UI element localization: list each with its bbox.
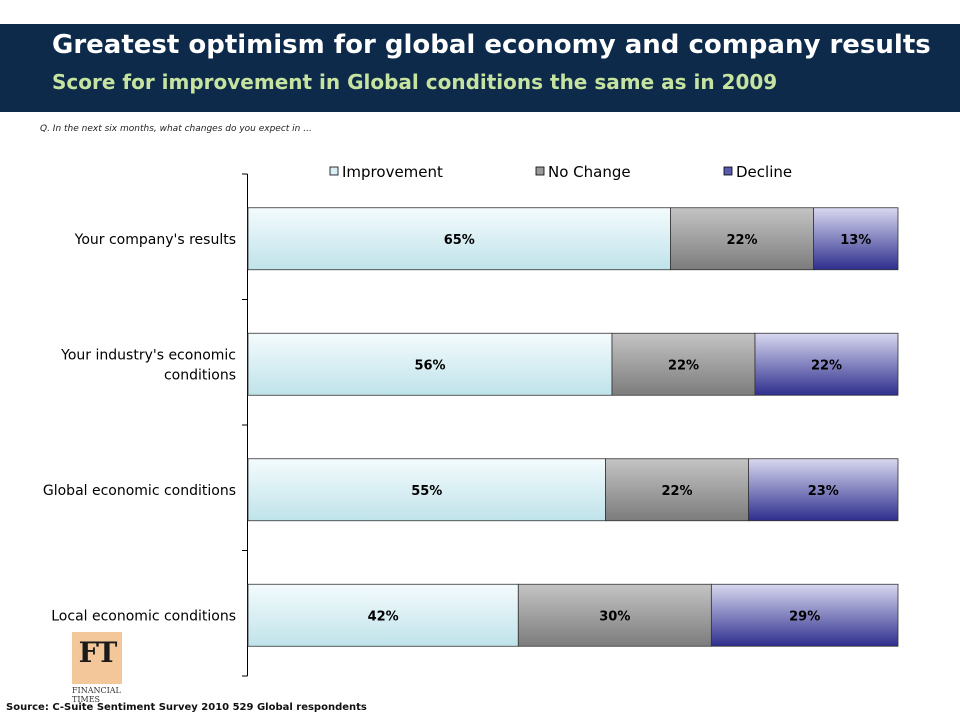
data-label: 65% [444, 233, 475, 248]
stacked-bar-chart: Improvement No Change Decline Your company'… [43, 163, 899, 677]
ft-logo: FT [72, 632, 122, 684]
bar-segment [813, 207, 899, 271]
data-label: 22% [668, 358, 699, 373]
legend-label-2: Decline [736, 163, 792, 181]
bar-segment [611, 332, 756, 396]
data-label: 22% [726, 233, 757, 248]
data-label: 23% [808, 484, 839, 499]
ft-logo-letters: FT [78, 636, 118, 669]
bar-segment [517, 583, 712, 647]
bar-segment [710, 583, 899, 647]
legend-label-1: No Change [548, 163, 631, 181]
data-label: 22% [661, 484, 692, 499]
survey-question: Q. In the next six months, what changes … [40, 124, 312, 134]
page-title: Greatest optimism for global economy and… [52, 30, 931, 60]
data-label: 13% [840, 233, 871, 248]
category-label: Your industry's economic conditions [60, 347, 236, 383]
ft-logo-line1: FINANCIAL [72, 686, 121, 695]
page-subtitle: Score for improvement in Global conditio… [52, 70, 778, 94]
data-label: 30% [599, 609, 630, 624]
data-label: 22% [811, 358, 842, 373]
data-label: 29% [789, 609, 820, 624]
bar-segment [247, 583, 519, 647]
source-note: Source: C-Suite Sentiment Survey 2010 52… [6, 702, 367, 713]
legend-swatch-0 [329, 166, 339, 176]
data-label: 42% [368, 609, 399, 624]
title-banner: Greatest optimism for global economy and… [0, 24, 960, 112]
legend-swatch-2 [723, 166, 733, 176]
bar-segment [247, 207, 671, 271]
legend-label-0: Improvement [342, 163, 443, 181]
category-label: Global economic conditions [43, 483, 236, 499]
bar-segment [247, 458, 606, 522]
bar-segment [605, 458, 749, 522]
ft-logo-line2: TIMES [72, 695, 101, 704]
bar-segment [247, 332, 613, 396]
data-label: 55% [411, 484, 442, 499]
category-label: Local economic conditions [51, 608, 236, 624]
data-label: 56% [414, 358, 445, 373]
category-label: Your company's results [74, 232, 236, 248]
bar-segment [754, 332, 899, 396]
bar-segment [748, 458, 899, 522]
legend-swatch-1 [535, 166, 545, 176]
